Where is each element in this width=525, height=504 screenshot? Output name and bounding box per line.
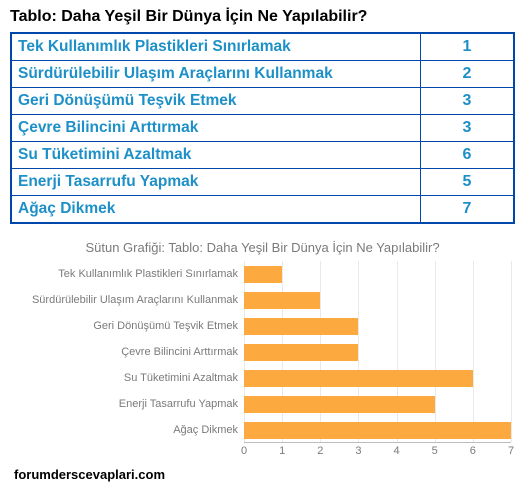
x-tick: 1 bbox=[279, 445, 285, 457]
x-tick: 5 bbox=[432, 445, 438, 457]
bar-row bbox=[244, 339, 511, 365]
bar bbox=[244, 370, 473, 387]
row-label: Su Tüketimini Azaltmak bbox=[12, 142, 421, 168]
x-tick: 7 bbox=[508, 445, 514, 457]
row-label: Enerji Tasarrufu Yapmak bbox=[12, 169, 421, 195]
bar-row bbox=[244, 261, 511, 287]
row-value: 6 bbox=[421, 142, 513, 168]
x-tick: 2 bbox=[317, 445, 323, 457]
chart-title: Sütun Grafiği: Tablo: Daha Yeşil Bir Dün… bbox=[14, 240, 511, 255]
table-row: Ağaç Dikmek 7 bbox=[12, 196, 513, 222]
row-value: 1 bbox=[421, 34, 513, 60]
table-row: Su Tüketimini Azaltmak 6 bbox=[12, 142, 513, 169]
bar-row bbox=[244, 365, 511, 391]
bar bbox=[244, 318, 358, 335]
bar bbox=[244, 344, 358, 361]
y-label: Sürdürülebilir Ulaşım Araçlarını Kullanm… bbox=[14, 287, 244, 313]
bar-row bbox=[244, 417, 511, 443]
table-row: Sürdürülebilir Ulaşım Araçlarını Kullanm… bbox=[12, 61, 513, 88]
bar bbox=[244, 292, 320, 309]
y-label: Enerji Tasarrufu Yapmak bbox=[14, 391, 244, 417]
bar bbox=[244, 266, 282, 283]
x-tick: 4 bbox=[394, 445, 400, 457]
y-label: Su Tüketimini Azaltmak bbox=[14, 365, 244, 391]
y-axis-labels: Tek Kullanımlık Plastikleri Sınırlamak S… bbox=[14, 261, 244, 443]
watermark-text: forumderscevaplari.com bbox=[14, 467, 515, 482]
row-label: Tek Kullanımlık Plastikleri Sınırlamak bbox=[12, 34, 421, 60]
row-label: Geri Dönüşümü Teşvik Etmek bbox=[12, 88, 421, 114]
page-title: Tablo: Daha Yeşil Bir Dünya İçin Ne Yapı… bbox=[10, 8, 515, 26]
bar-row bbox=[244, 391, 511, 417]
x-tick: 3 bbox=[355, 445, 361, 457]
row-value: 3 bbox=[421, 88, 513, 114]
table-row: Enerji Tasarrufu Yapmak 5 bbox=[12, 169, 513, 196]
y-label: Geri Dönüşümü Teşvik Etmek bbox=[14, 313, 244, 339]
row-value: 5 bbox=[421, 169, 513, 195]
row-value: 3 bbox=[421, 115, 513, 141]
row-label: Ağaç Dikmek bbox=[12, 196, 421, 222]
bar bbox=[244, 396, 435, 413]
x-axis: 0 1 2 3 4 5 6 7 bbox=[244, 445, 511, 461]
plot-area bbox=[244, 261, 511, 443]
y-label: Ağaç Dikmek bbox=[14, 417, 244, 443]
y-label: Tek Kullanımlık Plastikleri Sınırlamak bbox=[14, 261, 244, 287]
bar-chart: Sütun Grafiği: Tablo: Daha Yeşil Bir Dün… bbox=[10, 234, 515, 461]
y-label: Çevre Bilincini Arttırmak bbox=[14, 339, 244, 365]
data-table: Tek Kullanımlık Plastikleri Sınırlamak 1… bbox=[10, 32, 515, 224]
row-label: Çevre Bilincini Arttırmak bbox=[12, 115, 421, 141]
chart-area: Tek Kullanımlık Plastikleri Sınırlamak S… bbox=[14, 261, 511, 443]
table-row: Geri Dönüşümü Teşvik Etmek 3 bbox=[12, 88, 513, 115]
table-row: Çevre Bilincini Arttırmak 3 bbox=[12, 115, 513, 142]
bar-row bbox=[244, 287, 511, 313]
gridline bbox=[511, 261, 512, 442]
bar bbox=[244, 422, 511, 439]
table-row: Tek Kullanımlık Plastikleri Sınırlamak 1 bbox=[12, 34, 513, 61]
bar-row bbox=[244, 313, 511, 339]
row-value: 7 bbox=[421, 196, 513, 222]
row-value: 2 bbox=[421, 61, 513, 87]
x-tick: 6 bbox=[470, 445, 476, 457]
row-label: Sürdürülebilir Ulaşım Araçlarını Kullanm… bbox=[12, 61, 421, 87]
x-tick: 0 bbox=[241, 445, 247, 457]
